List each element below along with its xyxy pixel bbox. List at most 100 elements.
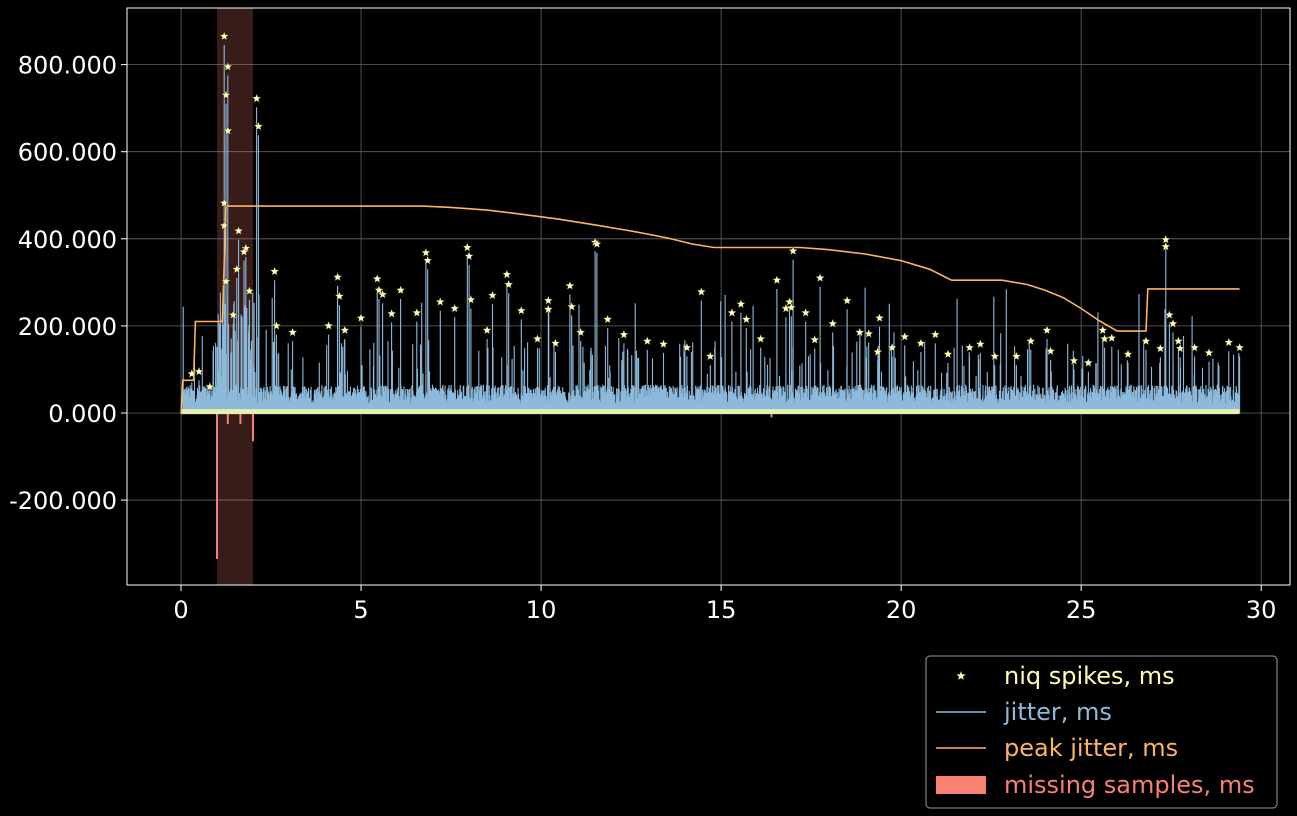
- niq-spike-marker: [887, 342, 898, 352]
- niq-spike-marker: [251, 93, 262, 103]
- niq-spike-marker: [1045, 346, 1056, 356]
- niq-spike-marker: [1234, 342, 1245, 352]
- niq-spike-marker: [566, 301, 577, 311]
- niq-spike-marker: [1189, 342, 1200, 352]
- plot-frame: [126, 7, 1291, 586]
- x-tick-label: 20: [886, 596, 917, 624]
- niq-spike-marker: [1069, 355, 1079, 365]
- niq-spike-marker: [420, 247, 431, 257]
- niq-spike-marker: [809, 334, 820, 344]
- niq-spike-marker: [1042, 325, 1052, 335]
- niq-spike-marker: [219, 197, 230, 208]
- niq-spike-marker: [736, 298, 746, 309]
- x-tick-label: 5: [353, 596, 368, 624]
- x-tick-label: 30: [1246, 596, 1277, 624]
- niq-spike-marker: [863, 328, 874, 338]
- jitter-line: [182, 45, 1241, 413]
- niq-spike-marker: [503, 279, 514, 289]
- x-tick-label: 25: [1066, 596, 1097, 624]
- niq-spike-marker: [374, 285, 384, 295]
- niq-spike-marker: [219, 220, 230, 230]
- y-tick-label: 400.000: [18, 226, 117, 254]
- niq-spike-marker: [287, 327, 298, 337]
- niq-spike-marker: [1164, 309, 1175, 320]
- niq-spike-marker: [449, 303, 460, 313]
- legend-patch-missing-samples: [936, 776, 986, 794]
- niq-spike-marker: [356, 312, 366, 323]
- legend-label-jitter: jitter, ms: [1003, 698, 1112, 726]
- niq-spike-marker: [233, 225, 244, 236]
- legend-label-peak-jitter: peak jitter, ms: [1004, 734, 1178, 762]
- niq-spike-marker: [222, 125, 233, 135]
- niq-spike-marker: [271, 320, 282, 331]
- niq-spike-marker: [682, 342, 692, 352]
- niq-spike-marker: [222, 61, 233, 71]
- niq-spike-marker: [827, 318, 838, 328]
- niq-spike-marker: [705, 351, 716, 361]
- niq-spike-marker: [564, 280, 575, 290]
- niq-spike-marker: [550, 338, 561, 348]
- niq-spike-marker: [930, 329, 941, 339]
- legend-entry-niq-spikes: niq spikes, ms: [955, 662, 1175, 690]
- niq-spike-marker: [465, 294, 476, 304]
- y-tick-label: 200.000: [18, 313, 117, 341]
- niq-spike-marker: [800, 307, 811, 317]
- niq-spike-marker: [1168, 318, 1178, 328]
- y-tick-label: 800.000: [18, 52, 117, 80]
- x-tick-label: 15: [706, 596, 737, 624]
- legend-label-missing-samples: missing samples, ms: [1004, 771, 1255, 799]
- niq-spike-marker: [339, 325, 350, 335]
- niq-spike-marker: [269, 266, 280, 276]
- niq-spike-marker: [543, 304, 554, 314]
- niq-spike-marker: [696, 286, 707, 297]
- niq-spike-marker: [372, 273, 383, 284]
- niq-spike-marker: [727, 307, 737, 317]
- legend-entry-peak-jitter: peak jitter, ms: [936, 734, 1178, 762]
- legend-star-marker: [955, 670, 967, 681]
- niq-spike-marker: [239, 246, 249, 257]
- niq-spikes-layer: [186, 31, 1245, 392]
- peak-jitter-line: [180, 205, 1240, 414]
- legend-entry-missing-samples: missing samples, ms: [936, 771, 1255, 799]
- niq-spike-marker: [755, 333, 766, 344]
- niq-spike-marker: [786, 302, 797, 312]
- niq-spike-marker: [1223, 337, 1234, 347]
- niq-spike-marker: [618, 329, 629, 339]
- niq-spike-marker: [788, 245, 799, 256]
- niq-spike-marker: [1175, 343, 1186, 353]
- niq-spike-marker: [334, 291, 345, 301]
- niq-spike-marker: [1099, 333, 1110, 344]
- niq-spike-marker: [194, 366, 204, 376]
- niq-spike-marker: [516, 305, 527, 315]
- niq-spike-marker: [989, 351, 1000, 361]
- niq-spike-marker: [591, 238, 602, 249]
- niq-spike-marker: [602, 314, 613, 324]
- niq-spike-marker: [916, 338, 926, 348]
- niq-spike-marker: [943, 349, 953, 359]
- niq-spike-marker: [1155, 343, 1166, 353]
- niq-spike-marker: [642, 335, 653, 346]
- y-tick-label: 0.000: [48, 400, 117, 428]
- peak-jitter-layer: [180, 205, 1240, 414]
- legend: niq spikes, ms jitter, ms peak jitter, m…: [925, 655, 1278, 809]
- niq-spike-marker: [501, 269, 512, 279]
- niq-spike-marker: [1160, 241, 1171, 251]
- niq-spike-marker: [872, 346, 883, 357]
- niq-spike-marker: [435, 296, 446, 307]
- niq-spike-marker: [815, 272, 826, 283]
- y-tick-label: 600.000: [18, 139, 117, 167]
- niq-spike-marker: [323, 320, 334, 331]
- legend-entry-jitter: jitter, ms: [936, 698, 1112, 726]
- niq-spike-marker: [462, 242, 473, 252]
- niq-spike-marker: [1141, 335, 1151, 346]
- niq-spike-marker: [422, 255, 433, 265]
- niq-spike-marker: [874, 312, 885, 323]
- plot-area: [126, 7, 1291, 586]
- niq-spike-marker: [741, 314, 752, 324]
- y-axis: -200.000 0.000 200.000 400.000 600.000 800.00…: [9, 52, 127, 515]
- niq-spike-marker: [772, 275, 782, 285]
- niq-spike-marker: [204, 381, 215, 392]
- niq-spike-marker: [1097, 325, 1108, 335]
- niq-spike-marker: [244, 285, 255, 296]
